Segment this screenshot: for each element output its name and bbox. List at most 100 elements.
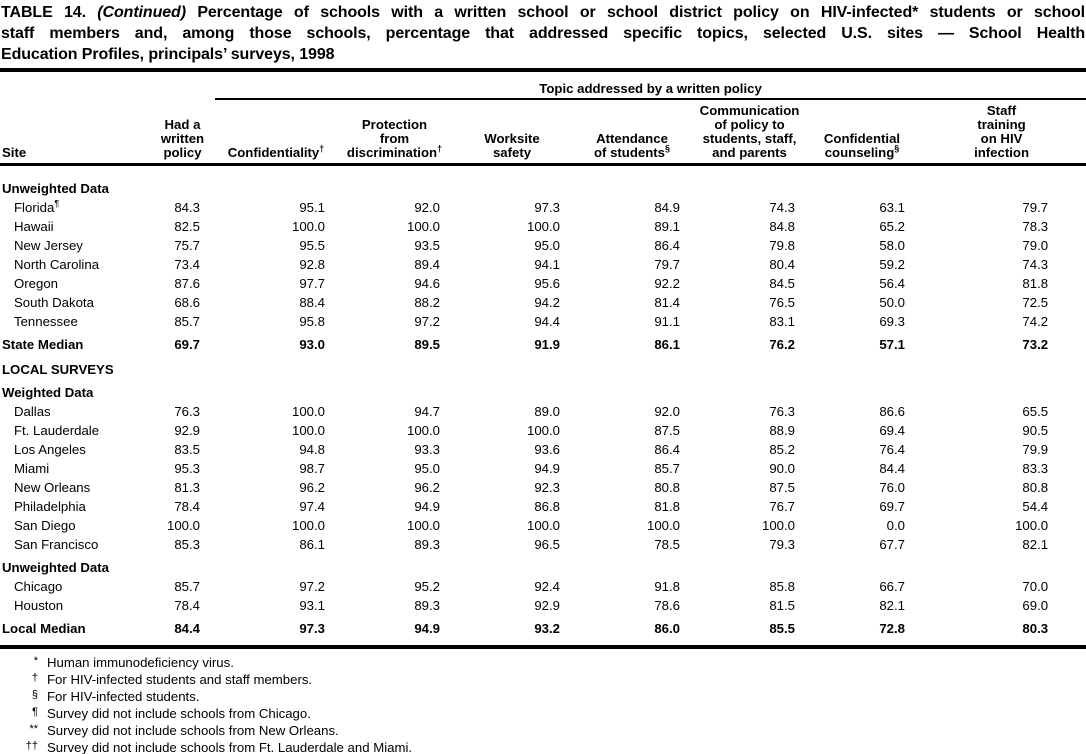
value-cell: 97.2 [414, 314, 440, 329]
value-cell: 85.3 [174, 537, 200, 552]
column-header-8: Staff training on HIV infection [917, 99, 1086, 166]
value-cell: 95.2 [414, 579, 440, 594]
value-cell: 81.5 [769, 598, 795, 613]
value-cell: 78.6 [654, 598, 680, 613]
table-row-new-jersey: New Jersey 75.7 95.5 93.5 95.0 86.4 79.8 58.0 79… [0, 236, 1086, 255]
table-row-florida: Florida¶ 84.3 95.1 92.0 97.3 84.9 74.3 63.1 79.7 [0, 198, 1086, 217]
spanner-spacer [0, 72, 215, 99]
footnote-marker: ** [29, 723, 38, 735]
site-cell: Hawaii [14, 219, 54, 234]
value-cell: 76.3 [174, 404, 200, 419]
value-cell: 86.1 [299, 537, 325, 552]
value-cell: 96.2 [414, 480, 440, 495]
footnote-5: ** Survey did not include schools from Ne… [0, 722, 1086, 739]
title-line-2: staff members and, among those schools, … [1, 25, 1085, 42]
value-cell: 92.8 [299, 257, 325, 272]
value-cell: 85.5 [692, 615, 807, 649]
value-cell: 69.7 [174, 337, 200, 352]
value-cell: 95.5 [299, 238, 325, 253]
table-row-los-angeles: Los Angeles 83.5 94.8 93.3 93.6 86.4 85.2 76.4 7… [0, 440, 1086, 459]
table-row-philadelphia: Philadelphia 78.4 97.4 94.9 86.8 81.8 76.7 69.7… [0, 497, 1086, 516]
column-header-2: Confidentiality† [215, 99, 337, 166]
table-row-houston: Houston 78.4 93.1 89.3 92.9 78.6 81.5 82.1 69.0 [0, 596, 1086, 615]
value-cell: 56.4 [879, 276, 905, 291]
value-cell: 94.1 [534, 257, 560, 272]
site-cell: State Median [2, 337, 84, 352]
site-cell: Los Angeles [14, 442, 86, 457]
value-cell: 94.2 [534, 295, 560, 310]
value-cell: 93.0 [299, 337, 325, 352]
value-cell: 69.0 [1022, 598, 1049, 613]
title-text: Percentage of schools with a written sch… [197, 4, 1085, 21]
site-cell: Florida¶ [14, 198, 60, 215]
value-cell: 87.6 [174, 276, 200, 291]
value-cell: 81.4 [654, 295, 680, 310]
value-cell: 83.3 [1022, 461, 1049, 476]
site-cell: North Carolina [14, 257, 100, 272]
value-cell: 66.7 [879, 579, 905, 594]
value-cell: 73.4 [174, 257, 200, 272]
value-cell: 92.4 [534, 579, 560, 594]
value-cell: 69.7 [879, 499, 905, 514]
value-cell: 81.3 [174, 480, 200, 495]
table-row-local-median: Local Median 84.4 97.3 94.9 93.2 86.0 85.5 72.8… [0, 615, 1086, 649]
site-cell: Local Median [0, 615, 150, 649]
value-cell: 69.3 [879, 314, 905, 329]
value-cell: 78.3 [1022, 219, 1049, 234]
footnote-text: Survey did not include schools from New … [47, 723, 339, 738]
continued-label: (Continued) [97, 4, 186, 21]
value-cell: 82.1 [879, 598, 905, 613]
table-row-hawaii: Hawaii 82.5 100.0 100.0 100.0 89.1 84.8 65.2 78.… [0, 217, 1086, 236]
title-rule [0, 68, 1086, 72]
value-cell: 100.0 [406, 219, 440, 234]
value-cell: 100.0 [166, 518, 200, 533]
value-cell: 86.6 [879, 404, 905, 419]
footnote-marker: ¶ [32, 706, 38, 718]
value-cell: 94.6 [414, 276, 440, 291]
value-cell: 91.9 [534, 337, 560, 352]
column-header-6: Communication of policy to students, staff… [692, 99, 807, 166]
footnote-6: †† Survey did not include schools from Ft… [0, 739, 1086, 754]
value-cell: 81.8 [1022, 276, 1049, 291]
value-cell: 89.3 [414, 598, 440, 613]
table-row-san-diego: San Diego 100.0 100.0 100.0 100.0 100.0 100.0 0… [0, 516, 1086, 535]
site-cell: Philadelphia [14, 499, 86, 514]
value-cell: 93.5 [414, 238, 440, 253]
value-cell: 100.0 [526, 219, 560, 234]
table-row-chicago: Chicago 85.7 97.2 95.2 92.4 91.8 85.8 66.7 70.0 [0, 577, 1086, 596]
site-cell: Ft. Lauderdale [14, 423, 100, 438]
topic-spanner-label: Topic addressed by a written policy [215, 72, 1086, 100]
value-cell: 65.2 [879, 219, 905, 234]
value-cell: 89.3 [414, 537, 440, 552]
value-cell: 92.9 [174, 423, 200, 438]
table-row-north-carolina: North Carolina 73.4 92.8 89.4 94.1 79.7 80.4 59… [0, 255, 1086, 274]
table-row-ft-lauderdale: Ft. Lauderdale 92.9 100.0 100.0 100.0 87.5 88.… [0, 421, 1086, 440]
site-cell: Dallas [14, 404, 51, 419]
site-column-header: Site [0, 99, 150, 166]
value-cell: 75.7 [174, 238, 200, 253]
footnote-text: Human immunodeficiency virus. [47, 655, 234, 670]
value-cell: 97.2 [299, 579, 325, 594]
value-cell: 84.4 [879, 461, 905, 476]
site-cell: South Dakota [14, 295, 94, 310]
footnotes-block: * Human immunodeficiency virus. † For HIV-i… [0, 654, 1086, 754]
value-cell: 100.0 [526, 423, 560, 438]
value-cell: 86.4 [654, 442, 680, 457]
value-cell: 76.5 [769, 295, 795, 310]
value-cell: 100.0 [291, 518, 325, 533]
footnote-3: § For HIV-infected students. [0, 688, 1086, 705]
value-cell: 90.5 [1022, 423, 1049, 438]
value-cell: 92.0 [654, 404, 680, 419]
value-cell: 91.8 [654, 579, 680, 594]
site-cell: LOCAL SURVEYS [2, 362, 114, 377]
table-row-local-surveys: LOCAL SURVEYS [0, 356, 1086, 379]
value-cell: 94.9 [534, 461, 560, 476]
value-cell: 95.3 [174, 461, 200, 476]
value-cell: 95.1 [299, 200, 325, 215]
value-cell: 89.1 [654, 219, 680, 234]
value-cell: 81.8 [654, 499, 680, 514]
value-cell: 74.3 [1022, 257, 1049, 272]
table-row-weighted-data: Weighted Data [0, 379, 1086, 402]
title-line-3: Education Profiles, principals’ surveys,… [1, 46, 335, 63]
